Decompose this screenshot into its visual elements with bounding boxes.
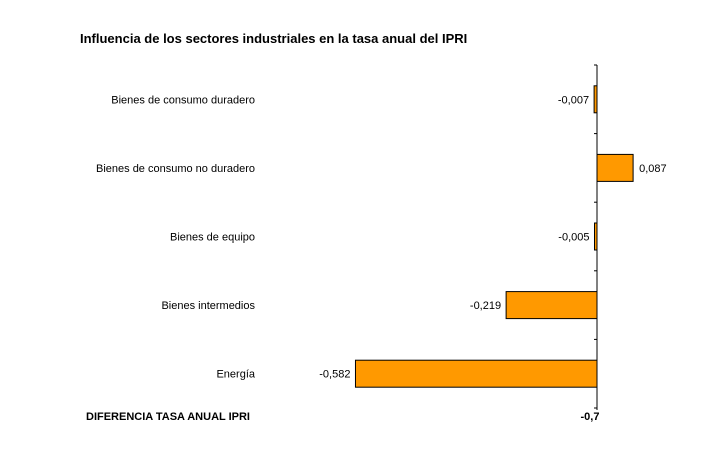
- bar: [594, 222, 598, 251]
- category-label: Bienes de consumo duradero: [111, 94, 255, 106]
- category-label: Bienes intermedios: [161, 300, 255, 312]
- category-label: Energía: [216, 369, 255, 381]
- bar: [593, 85, 598, 114]
- chart-title: Influencia de los sectores industriales …: [80, 31, 468, 46]
- bar: [354, 359, 598, 388]
- data-label: -0,219: [470, 300, 501, 312]
- total-label: DIFERENCIA TASA ANUAL IPRI: [86, 411, 250, 423]
- category-label: Bienes de consumo no duradero: [96, 163, 255, 175]
- bar: [505, 291, 598, 320]
- data-label: -0,007: [558, 94, 589, 106]
- data-label: -0,582: [319, 369, 350, 381]
- data-label: -0,005: [558, 232, 589, 244]
- category-label: Bienes de equipo: [170, 232, 255, 244]
- bar: [596, 153, 634, 182]
- total-value: -0,7: [580, 411, 600, 423]
- data-label: 0,087: [639, 163, 667, 175]
